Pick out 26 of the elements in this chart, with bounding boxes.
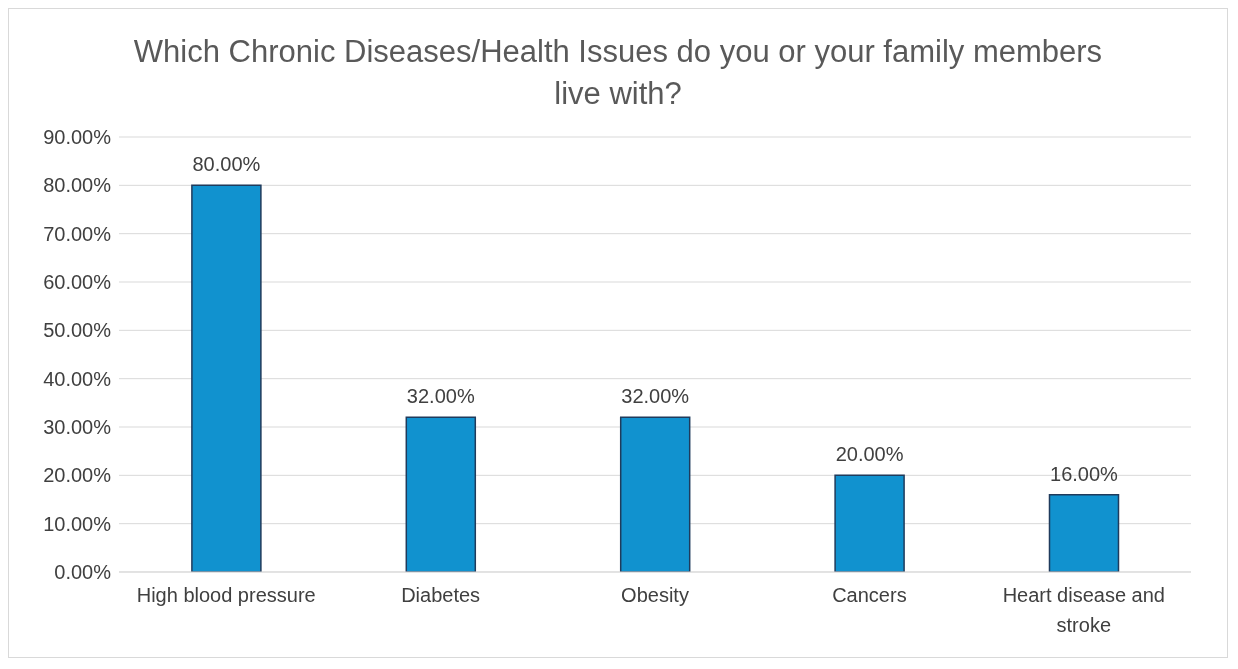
y-tick-label: 60.00% <box>43 271 112 294</box>
y-tick-label: 80.00% <box>43 174 112 197</box>
y-tick-label: 10.00% <box>43 512 112 535</box>
data-label: 16.00% <box>1050 462 1119 485</box>
x-tick-label: High blood pressure <box>136 584 316 606</box>
chart-title: Which Chronic Diseases/Health Issues do you or your family members live with? <box>132 33 1104 113</box>
y-tick-label: 20.00% <box>43 464 112 487</box>
bar <box>1048 493 1120 572</box>
bar <box>191 184 262 572</box>
y-tick-label: 0.00% <box>54 561 112 584</box>
bar <box>405 416 477 572</box>
x-tick-label: Diabetes <box>401 584 481 606</box>
x-tick-label: Cancers <box>832 584 907 606</box>
y-tick-label: 40.00% <box>43 367 112 390</box>
x-tick-label: Heart disease and stroke <box>1002 584 1165 636</box>
data-label: 20.00% <box>835 443 904 466</box>
y-tick-label: 50.00% <box>43 319 112 342</box>
bar <box>834 474 905 572</box>
y-tick-label: 30.00% <box>43 416 112 439</box>
data-label: 32.00% <box>621 385 690 408</box>
data-label: 32.00% <box>406 385 475 408</box>
data-label: 80.00% <box>192 153 261 176</box>
bar <box>619 416 691 572</box>
y-tick-label: 90.00% <box>43 126 112 149</box>
y-tick-label: 70.00% <box>43 222 112 245</box>
x-tick-label: Obesity <box>621 584 689 606</box>
